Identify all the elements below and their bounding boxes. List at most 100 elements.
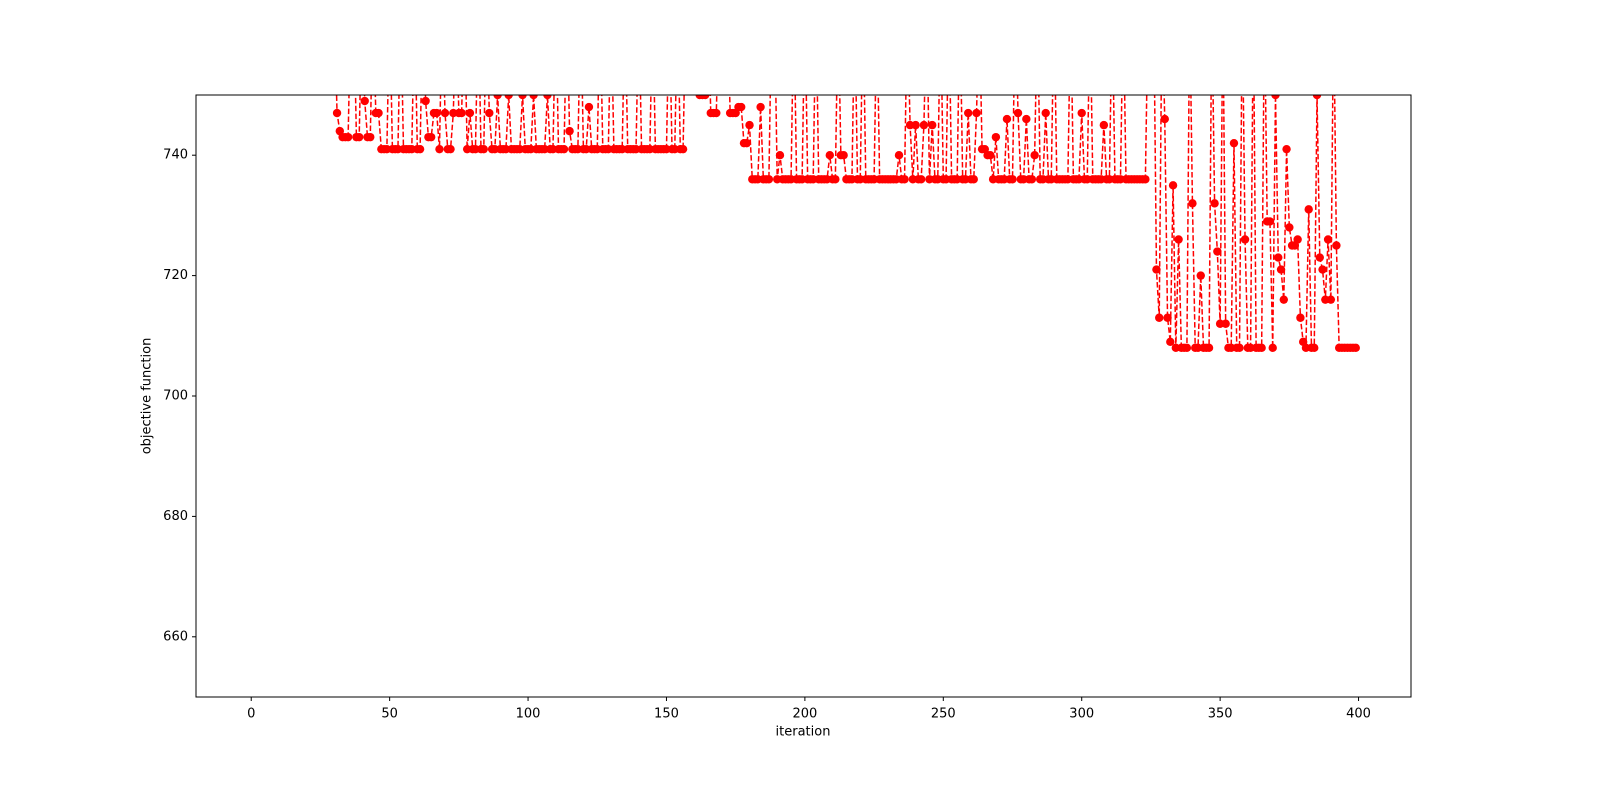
data-point (1099, 120, 1109, 130)
x-tick-label: 400 (1346, 707, 1371, 722)
data-point (300, 1, 308, 9)
data-point (275, 1, 283, 9)
data-point (446, 144, 455, 154)
data-point (343, 132, 353, 142)
data-point (1257, 343, 1266, 353)
data-point (839, 151, 848, 160)
data-point (1249, 1, 1257, 9)
data-point (1011, 1, 1019, 9)
data-point (286, 1, 294, 9)
data-point (1276, 265, 1286, 274)
data-point (693, 1, 701, 9)
data-point (1174, 235, 1183, 244)
data-point (479, 144, 488, 154)
data-point (945, 1, 953, 9)
data-point (859, 1, 867, 9)
data-point (421, 96, 430, 106)
data-point (354, 132, 364, 142)
data-point (673, 1, 681, 9)
data-point (247, 1, 255, 9)
data-point (552, 1, 560, 9)
data-point (1274, 253, 1283, 262)
y-tick-label: 660 (163, 629, 188, 644)
data-point (1022, 114, 1031, 124)
data-point (440, 108, 450, 118)
data-point (928, 120, 937, 130)
data-point (607, 1, 615, 9)
data-point (316, 1, 324, 9)
data-point (665, 1, 673, 9)
data-point (289, 1, 297, 9)
data-point (1166, 337, 1175, 347)
data-point (313, 1, 321, 9)
data-point (438, 1, 446, 9)
data-point (415, 144, 425, 154)
data-point (1219, 1, 1227, 9)
data-point (410, 1, 418, 9)
data-point (720, 1, 728, 9)
data-point (397, 1, 405, 9)
data-point (964, 108, 973, 118)
data-point (1163, 313, 1172, 322)
data-point (956, 1, 964, 9)
data-point (922, 1, 930, 9)
data-point (1196, 271, 1205, 280)
data-point (269, 1, 277, 9)
data-point (584, 102, 594, 112)
data-point (701, 95, 710, 100)
data-point (851, 1, 859, 9)
data-point (374, 108, 383, 118)
x-axis-label: iteration (776, 725, 831, 740)
data-point (264, 1, 272, 9)
data-point (986, 151, 995, 160)
data-point (297, 1, 305, 9)
data-point (775, 151, 785, 160)
data-point (1027, 175, 1037, 184)
data-point (1229, 138, 1239, 148)
data-point (426, 132, 436, 142)
x-tick-label: 200 (792, 707, 817, 722)
data-point (916, 175, 926, 184)
y-tick-label: 700 (163, 389, 188, 404)
data-point (302, 1, 310, 9)
data-point (1271, 95, 1280, 100)
data-point (704, 1, 712, 9)
data-point (1030, 151, 1039, 160)
data-point (894, 151, 904, 160)
data-point (1086, 1, 1094, 9)
data-point (366, 132, 375, 142)
data-point (1168, 181, 1178, 190)
data-point (1108, 1, 1116, 9)
data-point (596, 1, 604, 9)
data-point (621, 1, 629, 9)
x-tick-label: 300 (1069, 707, 1094, 722)
data-point (1310, 343, 1319, 353)
data-point (563, 1, 571, 9)
data-point (936, 1, 944, 9)
data-point (919, 120, 929, 130)
data-point (258, 1, 266, 9)
data-point (1293, 235, 1302, 244)
data-point (1210, 199, 1219, 208)
data-point (712, 108, 721, 118)
data-point (1351, 343, 1360, 353)
data-point (360, 96, 369, 106)
data-point (272, 1, 280, 9)
data-point (812, 1, 820, 9)
data-point (385, 1, 393, 9)
data-point (1160, 114, 1169, 124)
data-point (1188, 199, 1197, 208)
data-point (576, 1, 584, 9)
data-point (1155, 313, 1164, 322)
data-point (308, 1, 316, 9)
data-point (518, 95, 527, 100)
data-point (1323, 235, 1333, 244)
data-point (1240, 235, 1250, 244)
data-point (790, 1, 798, 9)
data-point (1279, 295, 1288, 304)
data-point (1182, 343, 1192, 353)
x-tick-label: 0 (247, 707, 255, 722)
data-point (635, 1, 643, 9)
data-point (737, 102, 746, 112)
